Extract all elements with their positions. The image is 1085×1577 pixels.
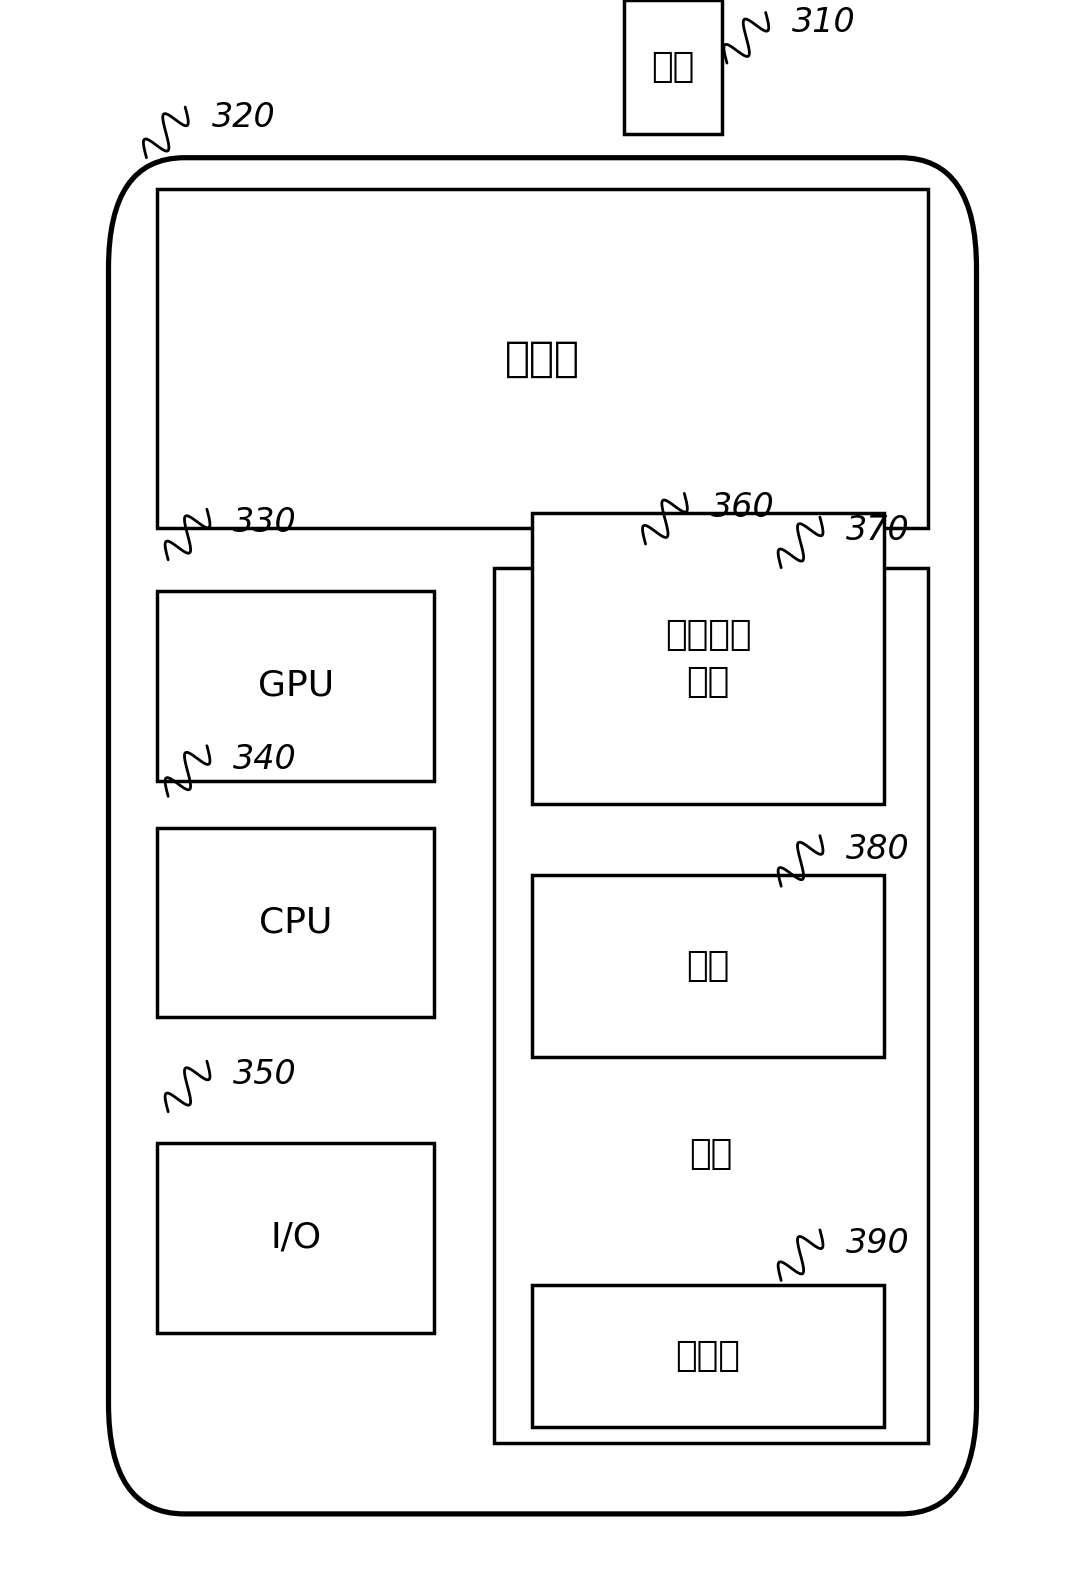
Text: 340: 340: [233, 743, 297, 776]
Text: 360: 360: [711, 490, 775, 524]
Text: 330: 330: [233, 506, 297, 539]
Text: 显示器: 显示器: [505, 337, 580, 380]
Bar: [157, 591, 434, 781]
Text: 天线: 天线: [651, 50, 694, 84]
Text: GPU: GPU: [257, 669, 334, 703]
Bar: [532, 1285, 884, 1427]
Bar: [157, 828, 434, 1017]
Text: 380: 380: [846, 833, 910, 866]
Text: 370: 370: [846, 514, 910, 547]
Text: 存储器: 存储器: [676, 1339, 740, 1374]
FancyBboxPatch shape: [108, 158, 976, 1514]
Text: 内存: 内存: [689, 1137, 732, 1172]
Bar: [532, 875, 884, 1057]
Text: 390: 390: [846, 1227, 910, 1260]
Bar: [532, 513, 884, 804]
Text: 移动操作
系统: 移动操作 系统: [665, 618, 751, 699]
Bar: [624, 0, 722, 134]
Text: CPU: CPU: [259, 905, 332, 940]
Text: 320: 320: [212, 101, 276, 134]
Bar: [157, 189, 928, 528]
Bar: [157, 1143, 434, 1333]
Text: 应用: 应用: [687, 949, 729, 982]
Text: 310: 310: [792, 6, 856, 39]
Text: I/O: I/O: [270, 1221, 321, 1255]
Text: 350: 350: [233, 1058, 297, 1091]
Bar: [494, 568, 928, 1443]
